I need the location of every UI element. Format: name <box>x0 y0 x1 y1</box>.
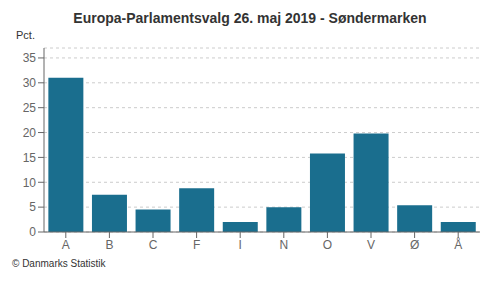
svg-text:5: 5 <box>29 200 36 214</box>
svg-text:30: 30 <box>23 76 37 90</box>
svg-text:B: B <box>105 238 113 252</box>
html-text:Pct.: Pct. <box>16 29 35 41</box>
svg-text:Ø: Ø <box>410 238 419 252</box>
svg-text:V: V <box>367 238 375 252</box>
html-text:Europa-Parlamentsvalg 26. maj: Europa-Parlamentsvalg 26. maj 2019 - Søn… <box>73 10 427 26</box>
svg-text:20: 20 <box>23 126 37 140</box>
svg-text:35: 35 <box>23 51 37 65</box>
svg-text:10: 10 <box>23 176 37 190</box>
html-text:© Danmarks Statistik: © Danmarks Statistik <box>12 258 106 269</box>
svg-text:O: O <box>323 238 332 252</box>
svg-text:C: C <box>149 238 158 252</box>
svg-text:Å: Å <box>454 237 462 252</box>
svg-text:N: N <box>279 238 288 252</box>
svg-text:A: A <box>62 238 70 252</box>
svg-text:0: 0 <box>29 225 36 239</box>
svg-text:F: F <box>193 238 200 252</box>
svg-text:I: I <box>239 238 242 252</box>
svg-text:15: 15 <box>23 151 37 165</box>
svg-text:25: 25 <box>23 101 37 115</box>
